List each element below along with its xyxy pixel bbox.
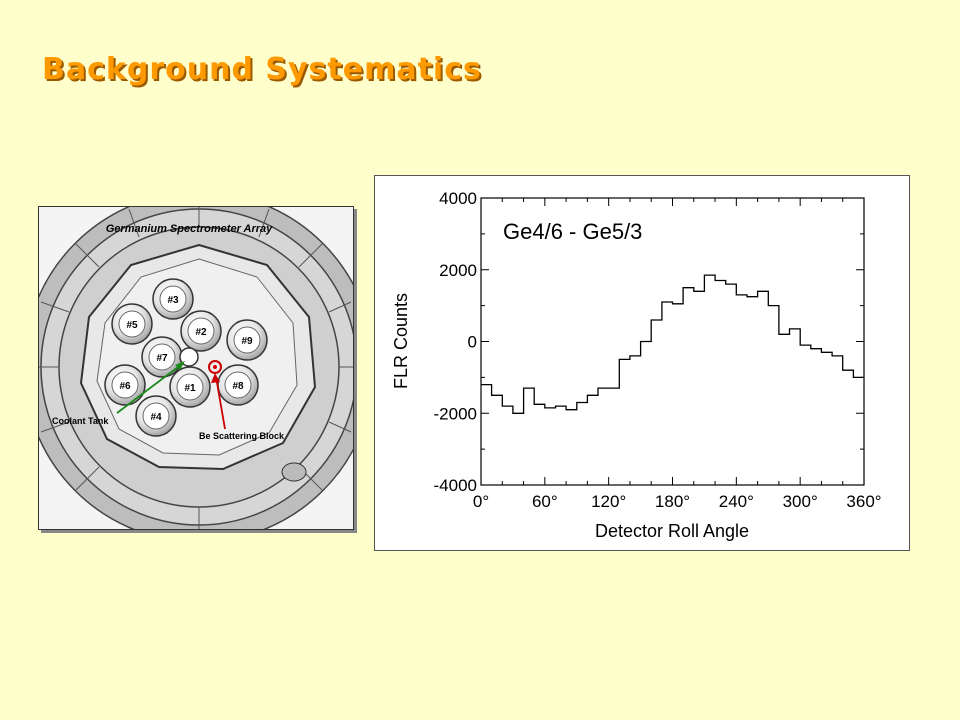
detector-array-drawing: #3 #5 #2 #9 #7 #6 #1 xyxy=(39,207,353,529)
detector-8-label: #8 xyxy=(232,381,244,392)
y-tick-label: 2000 xyxy=(439,261,477,280)
y-axis-title: FLR Counts xyxy=(391,293,411,389)
figure-title: Germanium Spectrometer Array xyxy=(106,223,273,235)
detector-4-label: #4 xyxy=(150,412,162,423)
x-tick-label: 120° xyxy=(591,492,626,511)
detector-5-label: #5 xyxy=(126,320,138,331)
detector-6: #6 xyxy=(104,364,146,406)
coolant-arrowhead xyxy=(175,361,185,370)
axis-ticks xyxy=(480,197,865,486)
y-tick-label: 4000 xyxy=(439,189,477,208)
detector-9: #9 xyxy=(226,319,268,361)
series-line xyxy=(481,274,864,414)
detector-7: #7 xyxy=(141,336,183,378)
y-tick-labels: 4000 2000 0 -2000 -4000 xyxy=(434,189,477,495)
flr-step-chart: 4000 2000 0 -2000 -4000 0° 60° 120° 180° 240° 300… xyxy=(391,189,882,541)
chart-panel: 4000 2000 0 -2000 -4000 0° 60° 120° 180° 240° 300… xyxy=(374,175,910,551)
detector-2-label: #2 xyxy=(195,327,207,338)
detector-7-label: #7 xyxy=(156,353,168,364)
detector-6-label: #6 xyxy=(119,381,131,392)
annotation-box xyxy=(487,214,707,246)
detector-4: #4 xyxy=(135,395,177,437)
detector-1: #1 xyxy=(169,366,211,408)
x-tick-label: 300° xyxy=(783,492,818,511)
coolant-arrow xyxy=(116,363,183,414)
detector-3: #3 xyxy=(152,278,194,320)
scatter-label: Be Scattering Block xyxy=(199,431,285,441)
x-tick-labels: 0° 60° 120° 180° 240° 300° 360° xyxy=(473,492,882,511)
y-tick-label: -2000 xyxy=(434,404,477,423)
y-tick-label: -4000 xyxy=(434,476,477,495)
x-tick-label: 0° xyxy=(473,492,489,511)
coolant-label: Coolant Tank xyxy=(52,416,109,426)
detector-5: #5 xyxy=(111,303,153,345)
x-tick-label: 240° xyxy=(719,492,754,511)
x-tick-label: 360° xyxy=(846,492,881,511)
detector-8: #8 xyxy=(217,364,259,406)
detector-9-label: #9 xyxy=(241,336,253,347)
x-tick-label: 180° xyxy=(655,492,690,511)
annotation-label: Ge4/6 - Ge5/3 xyxy=(503,219,642,244)
scatter-arrow xyxy=(215,376,226,430)
scatter-arrowhead xyxy=(211,373,220,383)
x-axis-title: Detector Roll Angle xyxy=(595,521,749,541)
y-tick-label: 0 xyxy=(468,333,477,352)
slide-title: Background Systematics xyxy=(42,52,482,87)
detector-1-label: #1 xyxy=(184,383,196,394)
detector-array-figure: #3 #5 #2 #9 #7 #6 #1 xyxy=(38,206,354,530)
detector-2: #2 xyxy=(180,310,222,352)
x-tick-label: 60° xyxy=(532,492,558,511)
detector-3-label: #3 xyxy=(167,295,179,306)
